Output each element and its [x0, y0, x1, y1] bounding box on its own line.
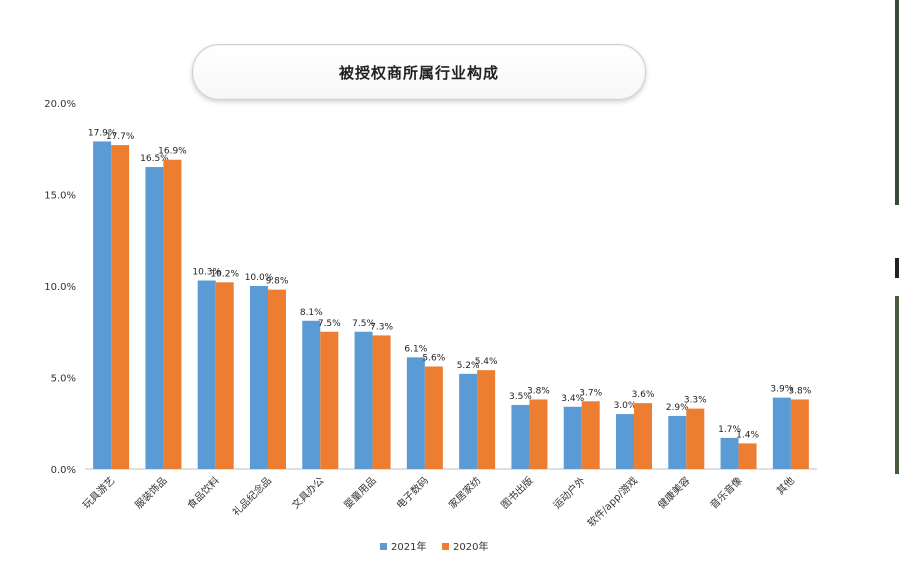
bar-series1 — [772, 397, 791, 469]
legend-label: 2021年 — [391, 540, 426, 553]
bar-series1 — [197, 280, 216, 469]
data-label: 16.9% — [158, 147, 187, 157]
data-label: 10.3% — [192, 268, 221, 278]
data-label: 2.9% — [666, 403, 689, 413]
bar-series1 — [145, 167, 164, 470]
data-label: 1.4% — [736, 430, 759, 440]
bar-series1 — [459, 373, 478, 469]
data-label: 10.2% — [210, 269, 239, 279]
x-tick-label: 健康美容 — [655, 474, 692, 511]
bar-series2 — [163, 159, 182, 470]
y-tick-label: 20.0% — [44, 99, 76, 110]
bar-series2 — [215, 282, 234, 469]
data-label: 3.8% — [527, 386, 550, 396]
data-label: 7.5% — [318, 319, 341, 329]
data-label: 3.4% — [561, 394, 584, 404]
data-label: 3.9% — [770, 385, 793, 395]
data-label: 5.4% — [475, 357, 498, 367]
x-tick-label: 婴童用品 — [341, 474, 378, 511]
x-tick-label: 电子数码 — [394, 474, 431, 511]
bar-series2 — [790, 399, 809, 469]
bar-series1 — [302, 320, 321, 469]
bar-series2 — [372, 335, 391, 469]
bar-series2 — [529, 399, 548, 469]
data-label: 17.9% — [88, 128, 117, 138]
x-tick-label: 音乐音像 — [707, 474, 744, 511]
data-label: 5.6% — [422, 354, 445, 364]
data-label: 10.0% — [245, 273, 274, 283]
bar-series1 — [511, 404, 530, 469]
chart-title-box: 被授权商所属行业构成 — [192, 44, 646, 100]
data-label: 5.2% — [457, 361, 480, 371]
bar-series2 — [477, 370, 496, 469]
chart-title: 被授权商所属行业构成 — [338, 63, 499, 82]
data-label: 16.5% — [140, 154, 169, 164]
bar-series2 — [738, 443, 757, 469]
bar-series1 — [720, 437, 739, 469]
x-tick-label: 软件/app/游戏 — [585, 474, 641, 530]
y-tick-label: 0.0% — [51, 465, 76, 476]
data-label: 3.8% — [788, 386, 811, 396]
bar-series2 — [424, 366, 443, 469]
data-label: 3.7% — [579, 388, 602, 398]
x-tick-label: 食品饮料 — [184, 474, 221, 511]
bar-series1 — [406, 357, 425, 469]
data-label: 17.7% — [106, 132, 135, 142]
legend-swatch — [380, 543, 387, 550]
data-label: 3.6% — [632, 390, 655, 400]
y-tick-label: 10.0% — [44, 282, 76, 293]
bar-series2 — [581, 401, 600, 469]
legend-swatch — [442, 543, 449, 550]
y-tick-label: 5.0% — [51, 374, 76, 385]
data-label: 7.5% — [352, 319, 375, 329]
bar-series2 — [320, 331, 339, 469]
x-tick-label: 运动户外 — [550, 474, 587, 511]
bar-series2 — [634, 403, 652, 469]
edge-photo-strip — [895, 0, 899, 205]
data-label: 3.5% — [509, 392, 532, 402]
x-tick-label: 文具办公 — [289, 474, 326, 511]
legend-label: 2020年 — [453, 540, 488, 553]
bar-series2 — [268, 289, 286, 469]
data-label: 6.1% — [404, 344, 427, 354]
data-label: 3.0% — [614, 401, 637, 411]
data-label: 9.8% — [266, 277, 289, 287]
x-tick-label: 服装饰品 — [132, 474, 169, 511]
y-tick-label: 15.0% — [44, 191, 76, 202]
edge-photo-strip — [895, 296, 899, 474]
bar-series1 — [354, 331, 373, 469]
x-tick-label: 玩具游艺 — [80, 474, 117, 511]
data-label: 1.7% — [718, 425, 741, 435]
data-label: 3.3% — [684, 396, 707, 406]
bar-series1 — [250, 286, 268, 469]
x-tick-label: 图书出版 — [498, 474, 535, 511]
bar-series1 — [616, 414, 634, 469]
bar-series1 — [93, 141, 112, 469]
edge-mark — [895, 258, 899, 278]
bar-series2 — [686, 408, 705, 469]
bar-series2 — [111, 145, 130, 469]
bar-series1 — [668, 415, 687, 469]
x-tick-label: 家居家纺 — [446, 474, 483, 511]
x-tick-label: 其他 — [774, 474, 797, 497]
bar-series1 — [563, 406, 582, 469]
x-tick-label: 礼品纪念品 — [230, 474, 275, 519]
data-label: 7.3% — [370, 322, 393, 332]
data-label: 8.1% — [300, 308, 323, 318]
